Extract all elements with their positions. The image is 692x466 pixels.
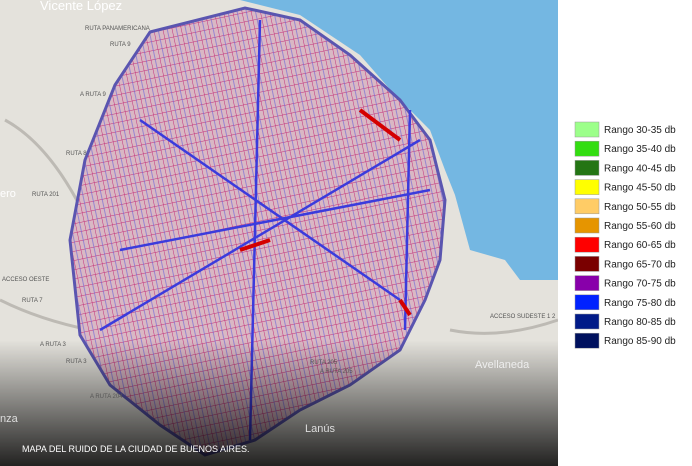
legend-swatch	[574, 217, 600, 234]
place-label: ACCESO OESTE	[2, 277, 49, 283]
legend-label: Rango 80-85 db	[604, 317, 676, 328]
place-label: nza	[0, 413, 19, 425]
legend-swatch	[574, 275, 600, 291]
place-label: RUTA 8	[66, 151, 87, 157]
legend-label: Rango 65-70 db	[604, 259, 676, 270]
place-label: A RUTA 205	[320, 369, 353, 375]
place-label: RUTA 205	[310, 360, 338, 366]
legend-swatch	[574, 256, 600, 272]
place-label: Vicente López	[40, 0, 122, 13]
place-label: Avellaneda	[475, 359, 530, 371]
legend-label: Rango 55-60 db	[604, 221, 676, 232]
place-label: ero	[0, 188, 16, 200]
legend-swatch	[574, 294, 600, 311]
legend-label: Rango 60-65 db	[604, 240, 676, 251]
caption-shade	[0, 340, 558, 466]
hot-spot	[239, 108, 412, 317]
place-label: ACCESO SUDESTE 1 2	[490, 314, 556, 320]
place-label: A RUTA 3	[40, 342, 67, 348]
legend-swatch	[574, 198, 600, 215]
legend-label: Rango 70-75 db	[604, 279, 676, 290]
legend-swatch	[574, 160, 600, 176]
place-label: A RUTA 204	[90, 394, 123, 400]
place-label: RUTA 9	[110, 42, 131, 48]
legend-swatch	[574, 140, 600, 157]
legend-label: Rango 75-80 db	[604, 298, 676, 309]
place-label: Lanús	[305, 423, 335, 435]
legend-label: Rango 85-90 db	[604, 336, 676, 347]
place-label: RUTA 7	[22, 298, 43, 304]
legend-swatch	[574, 121, 600, 138]
caption: MAPA DEL RUIDO DE LA CIUDAD DE BUENOS AI…	[22, 444, 250, 454]
main-avenue	[99, 19, 431, 441]
legend-swatch	[574, 236, 600, 253]
legend-label: Rango 40-45 db	[604, 163, 676, 174]
place-label: RUTA 3	[66, 359, 87, 365]
legend-swatch	[574, 179, 600, 195]
legend-label: Rango 45-50 db	[604, 183, 676, 194]
legend-label: Rango 50-55 db	[604, 202, 676, 213]
place-label: A RUTA 9	[80, 92, 107, 98]
place-label: RUTA 201	[32, 192, 60, 198]
place-label: RUTA PANAMERICANA	[85, 26, 150, 32]
legend-label: Rango 35-40 db	[604, 144, 676, 155]
water	[240, 0, 558, 280]
legend-label: Rango 30-35 db	[604, 125, 676, 136]
legend-swatch	[574, 313, 600, 330]
legend-swatch	[574, 332, 600, 349]
